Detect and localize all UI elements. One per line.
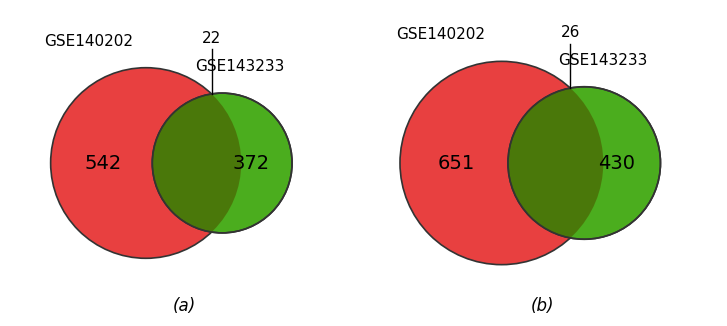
Text: GSE143233: GSE143233 (558, 53, 648, 68)
Text: 26: 26 (561, 25, 580, 40)
Circle shape (400, 61, 603, 265)
Circle shape (51, 68, 241, 258)
Circle shape (51, 68, 241, 258)
Text: 372: 372 (233, 154, 270, 172)
Text: (b): (b) (531, 298, 555, 316)
Circle shape (400, 61, 603, 265)
Text: (a): (a) (172, 298, 196, 316)
Text: 651: 651 (437, 154, 475, 172)
Circle shape (152, 93, 292, 233)
Text: 542: 542 (84, 154, 121, 172)
Text: GSE140202: GSE140202 (396, 27, 485, 42)
Text: GSE140202: GSE140202 (44, 34, 133, 49)
Circle shape (508, 87, 660, 239)
Text: 430: 430 (598, 154, 635, 172)
Text: 22: 22 (202, 31, 221, 46)
Text: GSE143233: GSE143233 (195, 59, 284, 74)
